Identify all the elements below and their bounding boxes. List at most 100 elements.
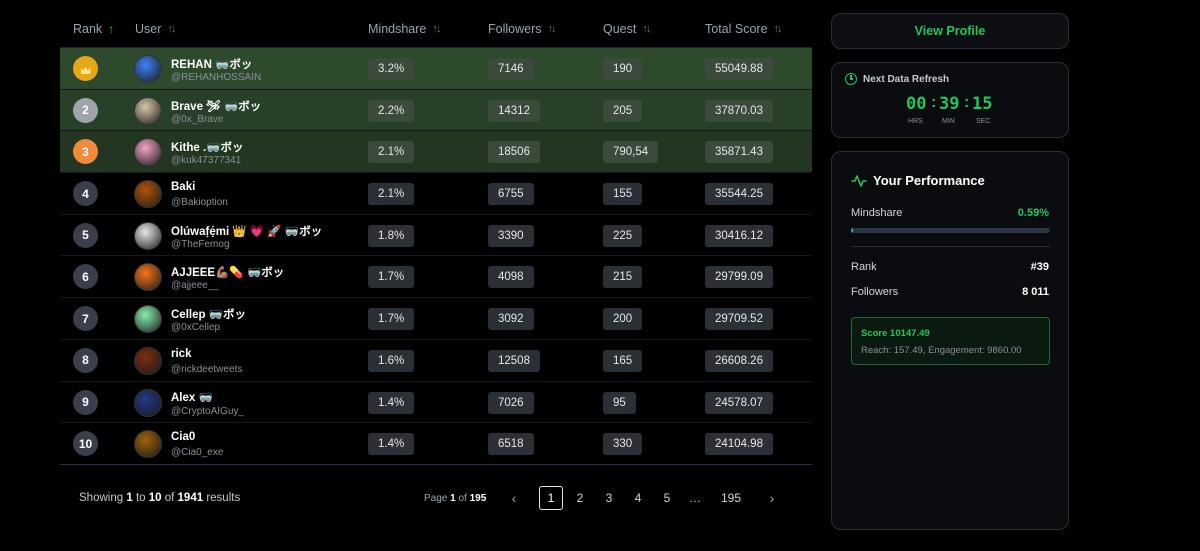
- user-name[interactable]: Kithe .🥽ボッ: [171, 142, 244, 155]
- quest-cell: 190: [603, 58, 643, 80]
- avatar[interactable]: [134, 180, 162, 209]
- table-row[interactable]: REHAN 🥽ボッ @REHANHOSSAIN 3.2% 7146 190 55049.8…: [60, 48, 812, 90]
- avatar[interactable]: [134, 96, 162, 125]
- table-row[interactable]: 9 Alex 🥽 @CryptoAIGuy_ 1.4% 7026 95 24578.07: [60, 382, 812, 424]
- avatar[interactable]: [134, 138, 162, 167]
- total-pages: 195: [469, 493, 487, 504]
- mindshare-cell: 3.2%: [368, 58, 415, 80]
- user-handle: @0x_Brave: [171, 113, 224, 125]
- of-label: of: [458, 493, 467, 504]
- rank-badge: 7: [73, 306, 98, 332]
- user-name[interactable]: Olúwaf̣ẹ́mi 👑 💗 🚀 🥽ボッ: [171, 225, 323, 238]
- avatar[interactable]: [134, 221, 162, 250]
- seconds-label: SEC: [976, 118, 991, 125]
- quest-cell: 790,54: [603, 141, 659, 164]
- sort-icon: ↑↓: [432, 23, 441, 35]
- divider: [851, 246, 1050, 247]
- page-indicator: Page 1 of 195: [424, 493, 486, 504]
- user-name[interactable]: Baki: [171, 181, 196, 194]
- followers-label: Followers: [851, 286, 899, 298]
- total-score-cell: 24104.98: [705, 433, 773, 456]
- page-button[interactable]: 1: [539, 486, 563, 510]
- total-score-cell: 29799.09: [705, 266, 773, 289]
- showing-label: Showing: [79, 492, 124, 504]
- mindshare-cell: 1.7%: [368, 308, 415, 331]
- followers-header-label: Followers: [488, 22, 542, 36]
- avatar[interactable]: [134, 388, 162, 417]
- refresh-title: Next Data Refresh: [863, 74, 950, 85]
- quest-cell: 165: [603, 349, 643, 372]
- reach-engagement: Reach: 157.49, Engagement: 9860.00: [861, 345, 1022, 356]
- followers-cell: 12508: [488, 349, 540, 372]
- user-name[interactable]: Brave 🛩 🥽ボッ: [171, 100, 262, 113]
- total-score-column-header[interactable]: Total Score ↑↓: [705, 22, 783, 36]
- score-value: 10147.49: [890, 328, 930, 339]
- mindshare-cell: 2.1%: [368, 183, 415, 206]
- page-button[interactable]: 2: [576, 491, 584, 505]
- page-label: Page: [424, 493, 448, 504]
- avatar[interactable]: [134, 55, 162, 83]
- score-box: Score 10147.49 Reach: 157.49, Engagement…: [851, 317, 1050, 365]
- followers-cell: 14312: [488, 99, 540, 122]
- mindshare-column-header[interactable]: Mindshare ↑↓: [368, 22, 441, 36]
- rank-badge: 2: [73, 97, 98, 123]
- followers-cell: 18506: [488, 141, 540, 164]
- chevron-left-icon[interactable]: ‹: [511, 490, 517, 506]
- sort-ascending-icon: ↑: [108, 22, 115, 36]
- table-row[interactable]: 10 Cia0 @Cia0_exe 1.4% 6518 330 24104.98: [60, 423, 812, 465]
- quest-cell: 95: [603, 391, 636, 414]
- user-name[interactable]: AJJEEE💪🏽💊 🥽ボッ: [171, 267, 285, 280]
- page-button[interactable]: 3: [605, 491, 613, 505]
- total-score-cell: 37870.03: [705, 99, 773, 122]
- user-name[interactable]: Alex 🥽: [171, 391, 213, 404]
- avatar[interactable]: [134, 430, 162, 459]
- chevron-right-icon[interactable]: ›: [769, 490, 775, 506]
- mindshare-cell: 2.2%: [368, 99, 415, 122]
- quest-cell: 225: [603, 224, 643, 247]
- user-name[interactable]: REHAN 🥽ボッ: [171, 59, 253, 71]
- total-score-cell: 29709.52: [705, 308, 773, 331]
- mindshare-cell: 1.6%: [368, 349, 415, 372]
- user-name[interactable]: Cellep 🥽ボッ: [171, 309, 247, 322]
- rank-label: Rank: [851, 261, 877, 273]
- view-profile-button[interactable]: View Profile: [831, 13, 1069, 49]
- table-row[interactable]: 6 AJJEEE💪🏽💊 🥽ボッ @ajjeee__ 1.7% 4098 215 29799.…: [60, 256, 812, 299]
- page-button[interactable]: 195: [720, 491, 742, 505]
- user-handle: @CryptoAIGuy_: [171, 405, 244, 417]
- rank-column-header[interactable]: Rank ↑: [73, 22, 114, 36]
- total-score-cell: 35871.43: [705, 141, 773, 164]
- page-button[interactable]: 4: [634, 491, 642, 505]
- quest-cell: 215: [603, 266, 643, 289]
- user-handle: @kuk47377341: [171, 155, 242, 167]
- rank-badge: 9: [73, 389, 98, 415]
- results-summary: Showing 1 to 10 of 1941 results: [79, 492, 240, 504]
- total-score-cell: 30416.12: [705, 224, 773, 247]
- user-handle: @Bakioption: [171, 197, 228, 209]
- quest-column-header[interactable]: Quest ↑↓: [603, 22, 651, 36]
- user-column-header[interactable]: User ↑↓: [135, 22, 176, 36]
- followers-cell: 4098: [488, 266, 534, 289]
- table-row[interactable]: 5 Olúwaf̣ẹ́mi 👑 💗 🚀 🥽ボッ @TheFemog 1.8% 3390 2…: [60, 215, 812, 257]
- table-row[interactable]: 2 Brave 🛩 🥽ボッ @0x_Brave 2.2% 14312 205 37870.0…: [60, 89, 812, 132]
- user-name[interactable]: rick: [171, 347, 192, 360]
- user-name[interactable]: Cia0: [171, 431, 196, 444]
- total-score-cell: 55049.88: [705, 58, 773, 80]
- avatar[interactable]: [134, 346, 162, 375]
- page-button[interactable]: 5: [663, 491, 671, 505]
- rank-badge-crown: [73, 56, 98, 81]
- table-row[interactable]: 8 rick @rickdeetweets 1.6% 12508 165 26608.26: [60, 340, 812, 382]
- followers-cell: 7146: [488, 58, 534, 80]
- avatar[interactable]: [134, 305, 162, 334]
- avatar[interactable]: [134, 263, 162, 292]
- activity-icon: [851, 175, 867, 187]
- followers-column-header[interactable]: Followers ↑↓: [488, 22, 557, 36]
- total-score-cell: 35544.25: [705, 183, 773, 206]
- performance-card: Your Performance Mindshare 0.59% Rank #3…: [831, 151, 1069, 530]
- table-row[interactable]: 4 Baki @Bakioption 2.1% 6755 155 35544.25: [60, 173, 812, 215]
- rank-badge: 6: [73, 264, 98, 290]
- range-from: 1: [126, 492, 133, 504]
- table-row[interactable]: 7 Cellep 🥽ボッ @0xCellep 1.7% 3092 200 29709.52: [60, 298, 812, 340]
- table-header: Rank ↑ User ↑↓ Mindshare ↑↓ Followers ↑↓…: [60, 8, 812, 48]
- user-header-label: User: [135, 22, 162, 36]
- table-row[interactable]: 3 Kithe .🥽ボッ @kuk47377341 2.1% 18506 790,54 35…: [60, 131, 812, 174]
